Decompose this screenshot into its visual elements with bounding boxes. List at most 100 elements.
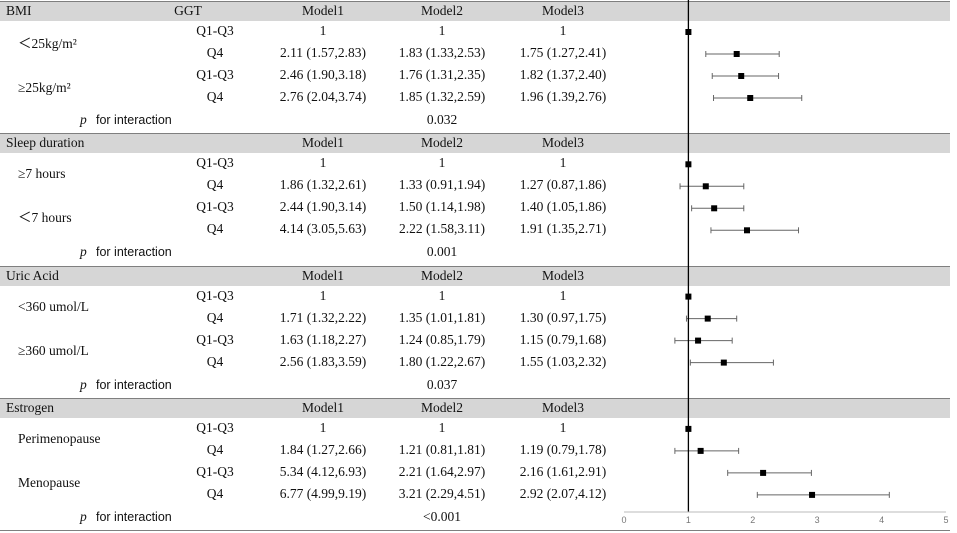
model3-estimate: 1.27 (0.87,1.86) (519, 177, 607, 193)
group-header-label: BMI (6, 3, 32, 18)
row-level-label: Q1-Q3 (196, 287, 234, 303)
model3-estimate: 2.92 (2.07,4.12) (519, 485, 607, 501)
model2-estimate: 1.80 (1.22,2.67) (398, 353, 486, 369)
model3-estimate: 1.96 (1.39,2.76) (519, 89, 607, 104)
model2-estimate: 1.35 (1.01,1.81) (398, 309, 486, 325)
model2-estimate: 2.22 (1.58,3.11) (398, 221, 486, 237)
model2-estimate: 1.83 (1.33,2.53) (398, 45, 486, 60)
row-level-label: Q1-Q3 (196, 199, 234, 215)
column-header-model3: Model3 (542, 267, 584, 283)
subgroup-label: Menopause (18, 474, 81, 490)
model1-estimate: 1.71 (1.32,2.22) (279, 309, 367, 325)
x-tick-label: 0 (621, 515, 627, 525)
group-header-band (0, 1, 950, 21)
x-tick-label: 5 (943, 515, 949, 525)
subgroup-label: ≥360 umol/L (18, 342, 89, 358)
column-header-model2: Model2 (421, 135, 463, 151)
point-estimate-marker (738, 73, 745, 79)
model3-estimate: 1.55 (1.03,2.32) (519, 353, 607, 369)
model2-estimate: 1 (438, 23, 446, 38)
subgroup-label: <360 umol/L (18, 298, 89, 314)
row-level-label: Q1-Q3 (196, 67, 234, 82)
interaction-label: for interaction (96, 113, 172, 127)
model2-estimate: 1.24 (0.85,1.79) (398, 331, 486, 347)
subgroup-label: ＜25kg/m² (18, 36, 77, 51)
interaction-p-value: 0.032 (426, 112, 458, 127)
interaction-p-value: <0.001 (423, 508, 461, 524)
subgroup-label: ≥7 hours (18, 166, 66, 182)
column-header-model3: Model3 (542, 135, 584, 151)
group-header-label: Estrogen (6, 399, 54, 415)
p-italic-label: p (80, 244, 87, 260)
p-italic-label: p (80, 376, 87, 392)
interaction-p-value: 0.001 (426, 244, 458, 260)
model2-estimate: 1.85 (1.32,2.59) (398, 89, 486, 104)
model1-estimate: 2.56 (1.83,3.59) (279, 353, 367, 369)
model3-estimate: 1.15 (0.79,1.68) (519, 331, 607, 347)
model1-estimate: 5.34 (4.12,6.93) (279, 463, 367, 479)
table-bottom-line (0, 530, 950, 531)
group-separator-line (0, 265, 950, 267)
x-tick-label: 3 (814, 515, 820, 525)
row-level-label: Q4 (206, 441, 224, 457)
model1-estimate: 2.44 (1.90,3.14) (279, 199, 367, 215)
point-estimate-marker (697, 447, 704, 454)
model2-estimate: 2.21 (1.64,2.97) (398, 463, 486, 479)
group-header-band (0, 265, 950, 286)
model3-estimate: 1.40 (1.05,1.86) (519, 199, 607, 215)
subgroup-label: ＜7 hours (18, 210, 72, 226)
row-level-label: Q4 (206, 177, 224, 193)
column-header-model1: Model1 (302, 399, 344, 415)
model1-estimate: 1 (319, 155, 327, 171)
column-header-model2: Model2 (421, 267, 463, 283)
model3-estimate: 1 (559, 419, 567, 435)
column-header-model1: Model1 (302, 135, 344, 151)
model3-estimate: 2.16 (1.61,2.91) (519, 463, 607, 479)
model3-estimate: 1 (559, 23, 567, 38)
model3-estimate: 1.91 (1.35,2.71) (519, 221, 607, 237)
point-estimate-marker (747, 95, 754, 101)
column-header-model1: Model1 (302, 3, 344, 18)
interaction-label: for interaction (96, 377, 172, 392)
model2-estimate: 1 (438, 419, 446, 435)
column-header-model2: Model2 (421, 399, 463, 415)
point-estimate-marker (704, 315, 711, 322)
column-header-model3: Model3 (542, 399, 584, 415)
model1-estimate: 1.86 (1.32,2.61) (279, 177, 367, 193)
model1-estimate: 2.46 (1.90,3.18) (279, 67, 367, 82)
interaction-p-value: 0.037 (426, 376, 458, 392)
row-level-label: Q1-Q3 (196, 463, 234, 479)
model3-estimate: 1.19 (0.79,1.78) (519, 441, 607, 457)
p-italic-label: p (80, 508, 87, 524)
point-estimate-marker (702, 183, 709, 190)
x-tick-label: 2 (750, 515, 756, 525)
row-level-label: Q4 (206, 89, 224, 104)
group-header-band (0, 397, 950, 418)
point-estimate-marker (760, 469, 767, 476)
p-italic-label: p (80, 112, 87, 127)
subgroup-label: Perimenopause (18, 430, 101, 446)
group-header-band (0, 133, 950, 154)
row-level-label: Q4 (206, 485, 224, 501)
model3-estimate: 1 (559, 287, 567, 303)
group-separator-line (0, 1, 950, 2)
x-tick-label: 4 (879, 515, 885, 525)
model3-estimate: 1.75 (1.27,2.41) (519, 45, 607, 60)
model2-estimate: 1.76 (1.31,2.35) (398, 67, 486, 82)
interaction-label: for interaction (96, 509, 172, 524)
group-header-label: Sleep duration (6, 135, 85, 151)
model2-estimate: 1 (438, 155, 446, 171)
model1-estimate: 1.84 (1.27,2.66) (279, 441, 367, 457)
point-estimate-marker (720, 359, 727, 366)
group-header-label: Uric Acid (6, 267, 59, 283)
model2-estimate: 1 (438, 287, 446, 303)
model1-estimate: 1 (319, 419, 327, 435)
model2-estimate: 3.21 (2.29,4.51) (398, 485, 486, 501)
model1-estimate: 1.63 (1.18,2.27) (279, 331, 367, 347)
model1-estimate: 1 (319, 23, 327, 38)
column-header-model1: Model1 (302, 267, 344, 283)
x-tick-label: 1 (685, 515, 691, 525)
model1-estimate: 2.76 (2.04,3.74) (279, 89, 367, 104)
